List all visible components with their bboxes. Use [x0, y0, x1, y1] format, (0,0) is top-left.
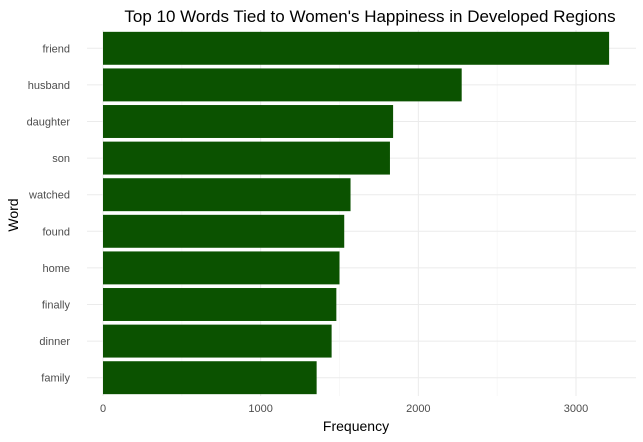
- x-tick-label: 0: [100, 403, 106, 415]
- y-tick-label: family: [41, 373, 70, 385]
- bar-daughter: [103, 105, 394, 138]
- bar-husband: [103, 68, 462, 102]
- bars-group: [103, 31, 610, 395]
- y-tick-label: son: [52, 153, 70, 165]
- y-tick-label: home: [42, 263, 70, 275]
- bar-watched: [103, 178, 351, 212]
- y-tick-label: finally: [42, 300, 71, 312]
- y-tick-label: husband: [28, 80, 70, 92]
- y-tick-label: friend: [42, 43, 70, 55]
- bar-home: [103, 251, 340, 285]
- y-tick-label: found: [42, 226, 70, 238]
- bar-son: [103, 141, 390, 175]
- x-axis-title: Frequency: [323, 418, 389, 434]
- x-tick-label: 3000: [564, 403, 588, 415]
- x-tick-labels: 0 1000 2000 3000: [100, 403, 588, 415]
- chart-title: Top 10 Words Tied to Women's Happiness i…: [124, 7, 615, 26]
- y-axis-title: Word: [5, 198, 21, 231]
- bar-found: [103, 214, 345, 248]
- bar-family: [103, 361, 317, 395]
- y-tick-label: watched: [28, 190, 70, 202]
- y-tick-label: daughter: [27, 117, 71, 129]
- bar-friend: [103, 31, 610, 65]
- y-tick-labels: friend husband daughter son watched found home…: [27, 43, 71, 384]
- y-tick-label: dinner: [39, 336, 70, 348]
- bar-dinner: [103, 324, 332, 358]
- bar-finally: [103, 288, 337, 321]
- x-tick-label: 2000: [406, 403, 430, 415]
- x-tick-label: 1000: [248, 403, 272, 415]
